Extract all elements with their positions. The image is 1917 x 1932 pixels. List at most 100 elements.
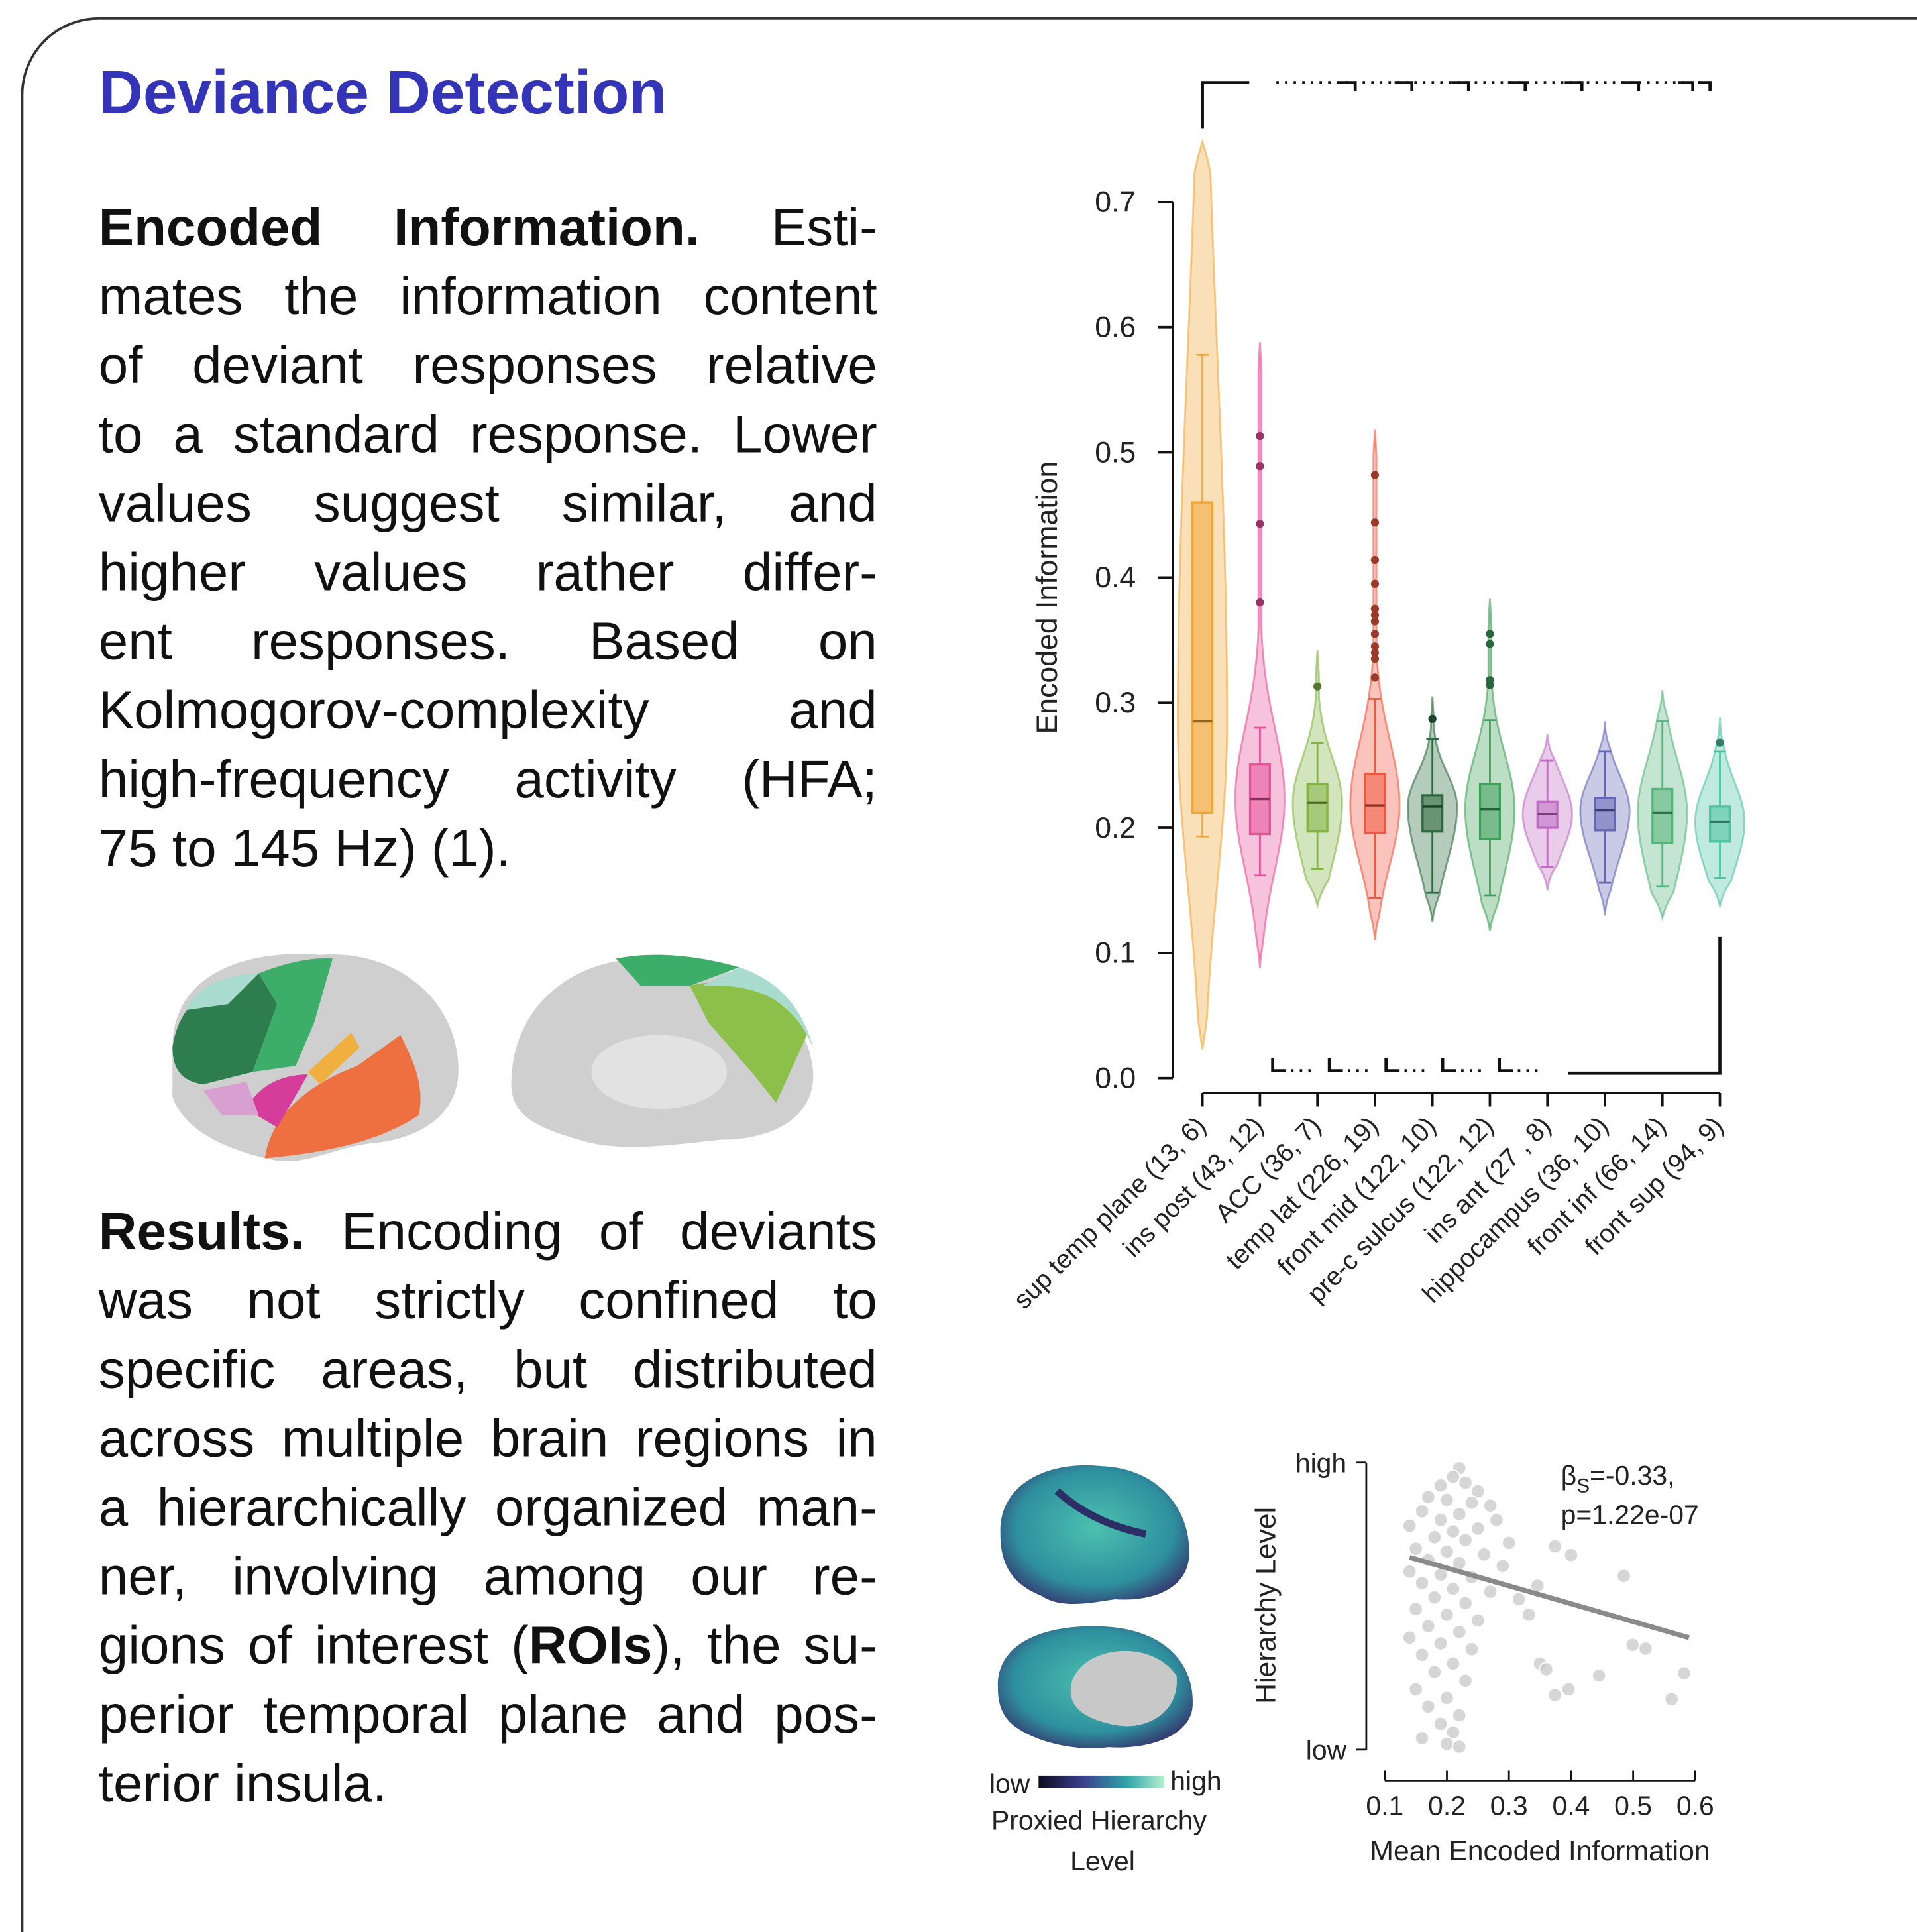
scatter-point (1428, 1591, 1441, 1604)
bold-text: Results. (99, 1202, 305, 1261)
scatter-point (1548, 1688, 1561, 1701)
outlier (1371, 673, 1379, 681)
y-tick-label: 0.6 (1095, 312, 1136, 344)
x-tick-label: 0.6 (1676, 1790, 1714, 1821)
box (1365, 774, 1385, 833)
paragraph: Encoded Information. Esti-mates the info… (99, 194, 877, 883)
text: Kolmogorov-complexity and (99, 681, 877, 740)
text: ), the su- (652, 1617, 877, 1676)
y-tick-label: 0.1 (1095, 937, 1136, 970)
outlier (1371, 580, 1379, 588)
scatter-point (1440, 1737, 1453, 1750)
outlier (1313, 683, 1321, 691)
text-line: a hierarchically organized man- (99, 1473, 877, 1542)
scatter-point (1496, 1559, 1509, 1572)
scatter-point (1434, 1479, 1447, 1492)
outlier (1371, 518, 1379, 526)
text-line: Results. Encoding of deviants (99, 1198, 877, 1267)
scatter-point (1522, 1608, 1535, 1621)
scatter-point (1539, 1662, 1553, 1676)
text-line: higher values rather differ- (99, 538, 877, 607)
text: 75 to 145 Hz) (1). (99, 819, 511, 878)
text-line: Encoded Information. Esti- (99, 194, 877, 262)
x-tick-label: 0.3 (1490, 1790, 1528, 1821)
scatter-point (1458, 1533, 1472, 1546)
scatter-point (1403, 1565, 1416, 1578)
stat-value: =-0.33, (1590, 1460, 1674, 1491)
scatter-point (1428, 1530, 1441, 1544)
scatter-point (1440, 1493, 1453, 1506)
text: specific areas, but distributed (99, 1341, 877, 1400)
y-axis-label: Hierarchy Level (1250, 1507, 1282, 1704)
outlier (1716, 738, 1724, 746)
text: mates the information content (99, 267, 877, 326)
scatter-point (1409, 1683, 1422, 1696)
scatter-point (1440, 1545, 1453, 1558)
scatter-point (1434, 1636, 1447, 1650)
text-line: across multiple brain regions in (99, 1404, 877, 1473)
text-line: to a standard response. Lower (99, 400, 877, 469)
y-tick-label: 0.3 (1095, 687, 1136, 719)
y-tick-label: high (1295, 1448, 1346, 1479)
violin-group (1638, 690, 1687, 918)
colorbar-caption: Proxied Hierarchy (991, 1805, 1207, 1836)
scatter-point (1490, 1513, 1503, 1526)
brain-hierarchy-medial (998, 1626, 1193, 1748)
text-line: ent responses. Based on (99, 608, 877, 677)
outlier (1486, 681, 1494, 689)
scatter-point (1421, 1490, 1435, 1503)
violin-group (1350, 430, 1399, 940)
outlier (1371, 556, 1379, 564)
scatter-point (1415, 1505, 1429, 1518)
outlier (1371, 471, 1379, 479)
scatter-point (1415, 1648, 1429, 1662)
scatter-point (1434, 1717, 1447, 1731)
stat-subscript: S (1576, 1475, 1590, 1497)
violin-group (1523, 734, 1572, 890)
scatter-point (1452, 1740, 1466, 1753)
y-tick-label: 0.2 (1095, 812, 1136, 844)
text: ent responses. Based on (99, 612, 877, 671)
scatter-point (1421, 1700, 1435, 1713)
text-line: values suggest similar, and (99, 469, 877, 538)
outlier (1256, 520, 1264, 528)
violin-group (1235, 342, 1284, 968)
box (1595, 798, 1615, 830)
scatter-point (1428, 1666, 1441, 1679)
scatter-point (1440, 1691, 1453, 1705)
scatter-point (1548, 1540, 1561, 1553)
scatter-point (1502, 1536, 1515, 1550)
text: to a standard response. Lower (99, 406, 877, 465)
page: Deviance Detection {"title": "Deviance D… (0, 0, 1917, 1932)
text-line: terior insula. (99, 1750, 877, 1819)
x-tick-label: 0.4 (1552, 1790, 1590, 1821)
text: was not strictly confined to (99, 1272, 877, 1331)
text: of deviant responses relative (99, 337, 877, 396)
text: a hierarchically organized man- (99, 1479, 877, 1538)
text-line: mates the information content (99, 262, 877, 331)
text-line: of deviant responses relative (99, 331, 877, 400)
brain-medial (512, 955, 814, 1147)
scatter-point (1677, 1666, 1690, 1679)
text: high-frequency activity (HFA; (99, 750, 877, 809)
stat-annotation: βS=-0.33, (1561, 1460, 1675, 1497)
text: values suggest similar, and (99, 475, 877, 534)
text-line: high-frequency activity (HFA; (99, 746, 877, 815)
outlier (1371, 630, 1379, 638)
colorbar-high-label: high (1170, 1766, 1221, 1796)
outlier (1256, 598, 1264, 606)
text-line: ner, involving among our re- (99, 1543, 877, 1612)
scatter-point (1421, 1619, 1435, 1632)
y-axis-label: Encoded Information (1031, 461, 1064, 734)
scatter-point (1403, 1519, 1416, 1532)
poster-panel: Deviance Detection low high Proxied Hier… (0, 0, 1917, 1932)
text-line: Kolmogorov-complexity and (99, 677, 877, 746)
text-line: specific areas, but distributed (99, 1335, 877, 1404)
text-line: perior temporal plane and pos- (99, 1681, 877, 1750)
outlier (1486, 630, 1494, 638)
body: Deviance Detection low high Proxied Hier… (0, 0, 1917, 1932)
scatter-point (1458, 1597, 1472, 1610)
text: Esti- (771, 198, 877, 257)
violin-group (1178, 142, 1227, 1049)
text: gions of interest ( (99, 1617, 529, 1676)
